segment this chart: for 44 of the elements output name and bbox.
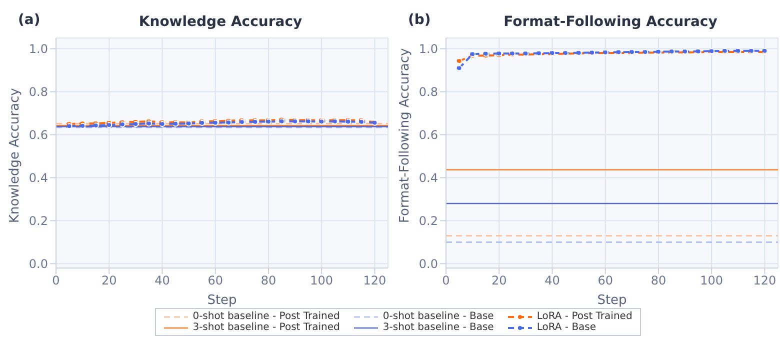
- x-tick-label: 0: [442, 274, 450, 288]
- x-axis-title: Step: [597, 293, 627, 308]
- x-tick-label: 40: [544, 274, 560, 288]
- x-axis-title: Step: [207, 293, 237, 308]
- legend-label: LoRA - Base: [536, 322, 596, 333]
- point: [106, 122, 112, 128]
- text: (a): [18, 12, 40, 28]
- x-tick-label: 80: [260, 274, 276, 288]
- y-tick-label: 0.8: [28, 85, 48, 99]
- x-tick-label: 80: [650, 274, 666, 288]
- x-tick-label: 60: [598, 274, 613, 288]
- legend-label: 3-shot baseline - Base: [382, 322, 494, 333]
- x-tick-label: 20: [101, 274, 117, 288]
- legend-label: LoRA - Post Trained: [536, 311, 632, 322]
- y-tick-label: 0.2: [28, 214, 48, 228]
- y-tick-label: 1.0: [418, 42, 438, 56]
- y-tick-label: 1.0: [28, 42, 48, 56]
- y-tick-label: 0.0: [28, 256, 48, 271]
- text: (b): [408, 12, 431, 28]
- legend-label: 0-shot baseline - Post Trained: [192, 311, 340, 322]
- point: [456, 65, 462, 72]
- x-tick-label: 60: [208, 274, 223, 288]
- y-tick-label: 0.4: [28, 170, 48, 185]
- point: [456, 58, 462, 64]
- legend-label: 3-shot baseline - Post Trained: [192, 322, 340, 333]
- y-tick-label: 0.6: [28, 128, 48, 142]
- chart-title: Knowledge Accuracy: [138, 14, 304, 30]
- x-tick-label: 20: [491, 274, 507, 288]
- y-axis-title: Knowledge Accuracy: [8, 88, 23, 223]
- x-tick-label: 120: [753, 274, 776, 288]
- y-axis-title: Format-Following Accuracy: [398, 48, 413, 223]
- chart-title: Format-Following Accuracy: [502, 14, 718, 30]
- y-tick-label: 0.6: [418, 128, 438, 142]
- x-tick-label: 0: [52, 274, 60, 288]
- x-tick-label: 100: [310, 274, 334, 288]
- y-tick-label: 0.8: [418, 85, 438, 99]
- x-tick-label: 40: [154, 274, 170, 288]
- y-tick-label: 0.2: [418, 214, 438, 228]
- y-tick-label: 0.4: [418, 170, 438, 185]
- x-tick-label: 120: [363, 274, 386, 288]
- y-tick-label: 0.0: [418, 256, 438, 271]
- point: [66, 123, 72, 130]
- x-tick-label: 100: [700, 274, 724, 288]
- legend-label: 0-shot baseline - Base: [382, 311, 494, 322]
